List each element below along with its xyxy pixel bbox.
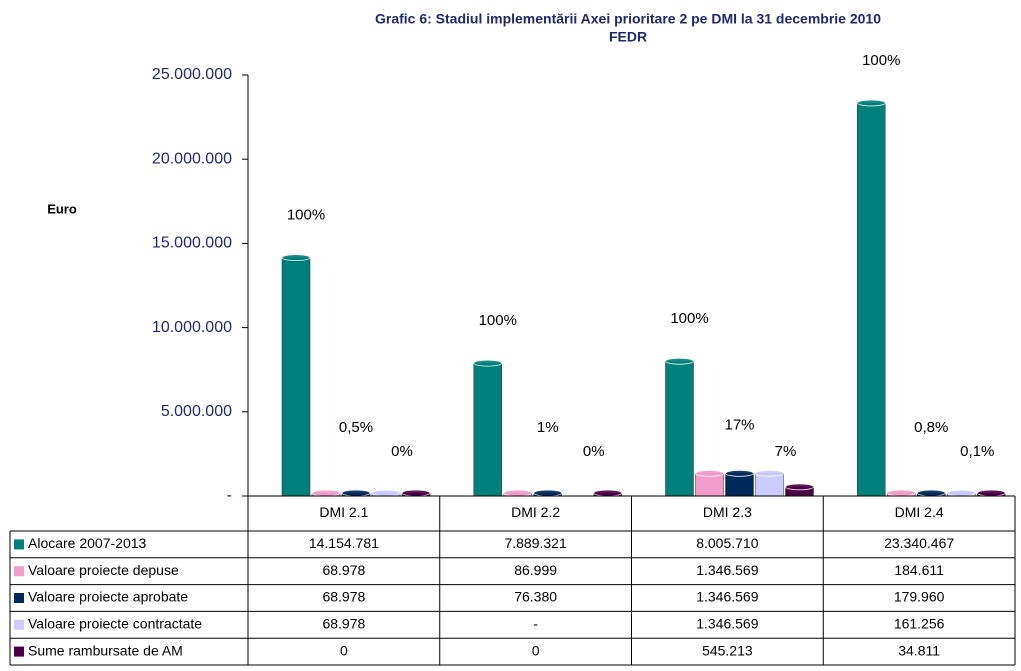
- table-cell: 14.154.781: [309, 535, 379, 551]
- bar-cap: [341, 489, 371, 497]
- table-cell: 68.978: [322, 616, 365, 632]
- legend-swatch: [14, 619, 24, 630]
- percent-label: 0%: [583, 443, 605, 460]
- percent-label: 17%: [724, 416, 754, 433]
- percent-label: 7%: [775, 443, 797, 460]
- table-cell: 23.340.467: [884, 535, 954, 551]
- percent-label: 1%: [537, 419, 559, 436]
- bar: [725, 473, 754, 497]
- table-cell: 161.256: [894, 616, 945, 632]
- table-cell: 68.978: [322, 589, 365, 605]
- bar-cap: [916, 489, 946, 497]
- percent-label: 100%: [670, 310, 708, 327]
- bar-cap: [473, 359, 503, 367]
- percent-label: 100%: [287, 207, 325, 224]
- legend-swatch: [14, 646, 24, 657]
- bar: [281, 257, 311, 497]
- x-tick-label: DMI 2.4: [895, 504, 944, 520]
- legend-label: Valoare proiecte aprobate: [28, 589, 188, 605]
- bar: [695, 473, 724, 497]
- table-cell: 545.213: [702, 642, 753, 658]
- bar-cap: [665, 357, 694, 365]
- bar-cap: [755, 469, 784, 477]
- percent-label: 0,1%: [960, 443, 994, 460]
- bar: [857, 102, 886, 497]
- legend-swatch: [14, 539, 24, 550]
- x-tick-label: DMI 2.3: [703, 504, 752, 520]
- table-cell: 76.380: [514, 589, 557, 605]
- legend-label: Valoare proiecte depuse: [28, 562, 179, 578]
- table-cell: 0: [340, 642, 348, 658]
- table-cell: 1.346.569: [696, 589, 758, 605]
- bar-cap: [401, 489, 431, 497]
- chart-subtitle: FEDR: [609, 29, 647, 45]
- legend-swatch: [14, 566, 24, 577]
- table-cell: 86.999: [514, 562, 557, 578]
- x-tick-label: DMI 2.2: [511, 504, 560, 520]
- table-cell: 184.611: [894, 562, 944, 578]
- x-tick-label: DMI 2.1: [319, 504, 368, 520]
- bar: [473, 362, 502, 497]
- bar-cap: [856, 99, 886, 107]
- bar-cap: [281, 254, 311, 262]
- table-cell: 0: [532, 642, 540, 658]
- bar-cap: [886, 489, 916, 497]
- y-axis-label: Euro: [47, 201, 77, 216]
- table-cell: 68.978: [322, 562, 365, 578]
- bar-cap: [371, 489, 401, 497]
- percent-label: 0,5%: [339, 419, 373, 436]
- y-tick-label: 20.000.000: [152, 150, 232, 167]
- y-tick-label: 25.000.000: [152, 66, 232, 83]
- bar: [755, 473, 784, 497]
- table-cell: 7.889.321: [504, 535, 566, 551]
- bar-cap: [695, 469, 724, 477]
- bar-cap: [503, 489, 533, 497]
- percent-label: 100%: [479, 312, 517, 329]
- y-tick-label: 15.000.000: [152, 235, 232, 252]
- percent-label: 100%: [862, 52, 900, 69]
- table-cell: 179.960: [894, 589, 945, 605]
- y-tick-label: -: [227, 487, 232, 504]
- y-tick-label: 5.000.000: [161, 403, 232, 420]
- percent-label: 0%: [391, 443, 413, 460]
- bar-cap: [785, 483, 814, 491]
- table-cell: 8.005.710: [696, 535, 758, 551]
- legend-swatch: [14, 593, 24, 603]
- chart-title: Grafic 6: Stadiul implementării Axei pri…: [375, 11, 881, 27]
- bar-cap: [946, 489, 976, 497]
- bar: [665, 360, 694, 497]
- table-cell: 34.811: [898, 642, 940, 658]
- table-cell: 1.346.569: [696, 616, 758, 632]
- bar-cap: [533, 489, 563, 497]
- legend-label: Sume rambursate de AM: [28, 642, 183, 658]
- table-cell: -: [533, 616, 538, 632]
- legend-label: Valoare proiecte contractate: [28, 616, 202, 632]
- bar-cap: [976, 489, 1006, 497]
- bar-cap: [593, 489, 623, 497]
- bar-cap: [311, 489, 341, 497]
- y-tick-label: 10.000.000: [152, 319, 232, 336]
- legend-label: Alocare 2007-2013: [28, 535, 147, 551]
- percent-label: 0,8%: [914, 419, 948, 436]
- table-cell: 1.346.569: [696, 562, 758, 578]
- bar-cap: [725, 469, 754, 477]
